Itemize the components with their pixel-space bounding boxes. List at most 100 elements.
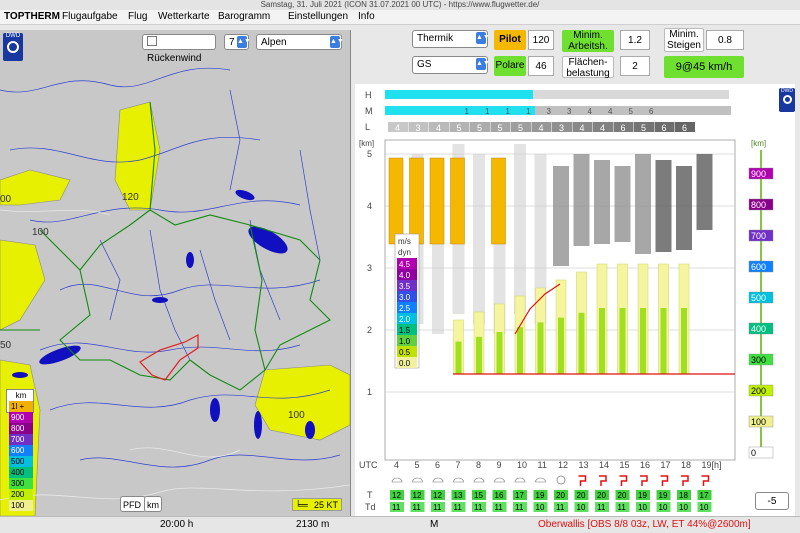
hour-tick-label: 12 <box>558 460 568 470</box>
low-cloud-value: 5 <box>641 123 646 133</box>
ms-legend-swatch <box>397 324 417 335</box>
temperature-value: 17 <box>515 491 524 500</box>
menu-wetterkarte[interactable]: Wetterkarte <box>158 11 210 22</box>
weather-cloud-icon <box>473 477 485 483</box>
low-cloud-cell <box>531 122 552 132</box>
cloud-column <box>573 154 590 246</box>
rueckenwind-checkbox[interactable]: Rückenwind <box>142 34 216 64</box>
dwd-logo-chart: DWD <box>779 88 795 112</box>
cloud-column <box>553 166 569 266</box>
orange-column <box>429 157 445 245</box>
low-cloud-cell <box>429 122 449 132</box>
ms-legend-label: 4.5 <box>399 260 411 269</box>
offset-stepper[interactable]: -5 <box>755 492 789 510</box>
dewpoint-value: 11 <box>454 503 463 512</box>
polare-input[interactable]: 46 <box>528 56 554 76</box>
low-cloud-cell <box>613 122 634 132</box>
contour-label: 100 <box>32 227 49 238</box>
right-scale-swatch <box>748 446 774 459</box>
dropdown-arrows-icon[interactable]: ▲▼ <box>330 36 344 48</box>
step-select[interactable]: 7 ▲▼ <box>224 34 251 50</box>
dewpoint-value: 11 <box>495 503 504 512</box>
hour-tick-label: 19[h] <box>702 460 722 470</box>
ms-legend-title: m/s <box>398 237 411 246</box>
orange-column <box>409 157 424 245</box>
height-legend: km 1l +900 800 700 600 500 400 300 200 100 <box>6 389 34 511</box>
glider-select[interactable]: GS ▲▼ <box>412 56 490 74</box>
thermal-core-bar <box>599 308 605 374</box>
km-tick-label: 1 <box>367 387 372 397</box>
min-arbeitsh-label: Minim. Arbeitsh. <box>562 30 614 52</box>
min-steigen-input[interactable]: 0.8 <box>706 30 744 50</box>
temperature-cell <box>615 490 630 500</box>
mid-cloud-value: 1 <box>465 107 470 116</box>
km-tick-label: 3 <box>367 263 372 273</box>
thunderstorm-flag-icon <box>619 475 628 486</box>
low-cloud-value: 6 <box>682 123 687 133</box>
low-cloud-cell <box>490 122 511 132</box>
weather-cloud-icon <box>453 477 464 483</box>
dwd-swirl-icon <box>782 95 792 104</box>
low-cloud-value: 5 <box>477 123 482 133</box>
ms-legend-label: 0.5 <box>399 348 411 357</box>
map-panel[interactable]: 120 100 100 00 50 DWD Rückenwind 7 ▲▼ Alp… <box>0 30 351 516</box>
dropdown-arrows-icon[interactable]: ▲▼ <box>476 58 490 70</box>
contour-label: 00 <box>0 194 12 205</box>
dewpoint-cell <box>677 502 691 512</box>
thunderstorm-flag-icon <box>640 475 648 486</box>
menu-info[interactable]: Info <box>358 11 375 22</box>
meteogram-panel[interactable]: 5 4 3 2 1 [km] H M L 1 1 1 1 3 3 4 4 5 6 4 3 4 5 5 5 5 4 3 4 4 6 5 6 6 m/s… <box>355 84 795 516</box>
menu-toptherm[interactable]: TOPTHERM <box>4 11 60 22</box>
menu-einstellungen[interactable]: Einstellungen <box>288 11 349 22</box>
right-scale-swatch <box>748 229 774 242</box>
flaechenbelastung-input[interactable]: 2 <box>620 56 650 76</box>
checkbox-icon[interactable] <box>147 36 157 46</box>
hour-tick-label: 6 <box>435 460 440 470</box>
hour-tick-label: 16 <box>640 460 650 470</box>
dewpoint-value: 10 <box>577 503 586 512</box>
mid-cloud-value: 1 <box>506 107 511 116</box>
menu-barogramm[interactable]: Barogramm <box>218 11 271 22</box>
contour-label: 50 <box>0 340 12 351</box>
temperature-value: 12 <box>392 491 401 500</box>
ms-legend-swatch <box>397 313 417 324</box>
dropdown-arrows-icon[interactable]: ▲▼ <box>476 32 490 44</box>
stepper-arrows-icon[interactable]: ▲▼ <box>237 36 251 48</box>
low-cloud-cell <box>552 122 572 132</box>
ms-legend-swatch <box>397 335 417 346</box>
region-select[interactable]: Alpen ▲▼ <box>256 34 344 50</box>
menu-bar: TOPTHERM Flugaufgabe Flug Wetterkarte Ba… <box>0 10 800 25</box>
hour-tick-label: 10 <box>517 460 527 470</box>
right-scale-label: 300 <box>751 355 766 365</box>
legend-item: 900 <box>9 412 33 423</box>
menu-flugaufgabe[interactable]: Flugaufgabe <box>62 11 118 22</box>
temperature-cell <box>451 490 466 500</box>
temperature-cell <box>410 490 425 500</box>
orange-column <box>388 157 404 245</box>
weather-cloud-icon <box>494 477 505 483</box>
pilot-input[interactable]: 120 <box>528 30 554 50</box>
ms-legend-swatch <box>397 357 417 368</box>
low-cloud-value: 5 <box>518 123 523 133</box>
mid-cloud-bar <box>455 106 535 115</box>
min-arbeitsh-input[interactable]: 1.2 <box>620 30 650 50</box>
weather-map[interactable]: 120 100 100 00 50 <box>0 30 350 516</box>
menu-flug[interactable]: Flug <box>128 11 148 22</box>
weather-cloud-icon <box>514 477 526 483</box>
temperature-value: 13 <box>454 491 463 500</box>
dewpoint-cell <box>636 502 650 512</box>
pfd-button[interactable]: PFD <box>120 496 146 512</box>
legend-title: km <box>7 390 33 401</box>
cloud-base-line <box>514 283 561 335</box>
km-button[interactable]: km <box>144 496 162 512</box>
dewpoint-cell <box>472 502 486 512</box>
mid-cloud-value: 3 <box>567 107 572 116</box>
dewpoint-value: 10 <box>659 503 668 512</box>
mode-select[interactable]: Thermik ▲▼ <box>412 30 490 48</box>
hour-tick-label: 15 <box>620 460 630 470</box>
temperature-value: 20 <box>577 491 586 500</box>
temperature-cell <box>492 490 507 500</box>
ms-legend-swatch <box>397 280 417 291</box>
dewpoint-cell <box>595 502 609 512</box>
